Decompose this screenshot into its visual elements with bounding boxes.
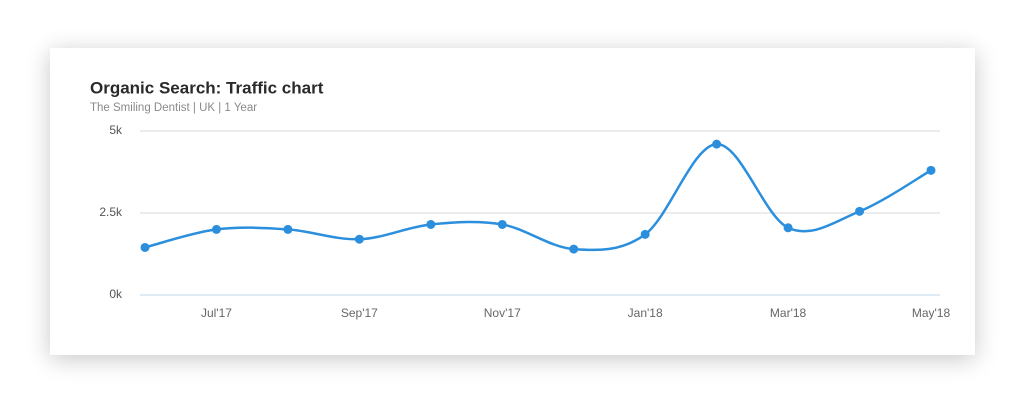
data-point	[211, 224, 221, 234]
x-tick-label: Jan'18	[628, 306, 663, 320]
data-point	[426, 219, 436, 229]
data-point	[783, 223, 793, 233]
data-point	[640, 229, 650, 239]
x-tick-label: May'18	[912, 306, 951, 320]
chart-subtitle: The Smiling Dentist | UK | 1 Year	[90, 102, 257, 114]
x-tick-label: Nov'17	[484, 306, 521, 320]
y-tick-label: 2.5k	[99, 205, 123, 219]
data-point	[569, 244, 579, 254]
x-tick-label: Sep'17	[341, 306, 378, 320]
data-point	[712, 139, 722, 149]
data-point	[497, 219, 507, 229]
y-tick-label: 5k	[109, 123, 123, 137]
data-point	[354, 234, 364, 244]
chart-title: Organic Search: Traffic chart	[90, 78, 324, 97]
data-point	[283, 224, 293, 234]
x-tick-label: Mar'18	[770, 306, 807, 320]
line-series	[144, 142, 932, 252]
x-tick-label: Jul'17	[201, 306, 232, 320]
data-point	[855, 206, 865, 216]
data-point	[926, 165, 936, 175]
chart-card	[50, 48, 975, 355]
y-tick-label: 0k	[109, 287, 123, 301]
data-point	[140, 242, 150, 252]
